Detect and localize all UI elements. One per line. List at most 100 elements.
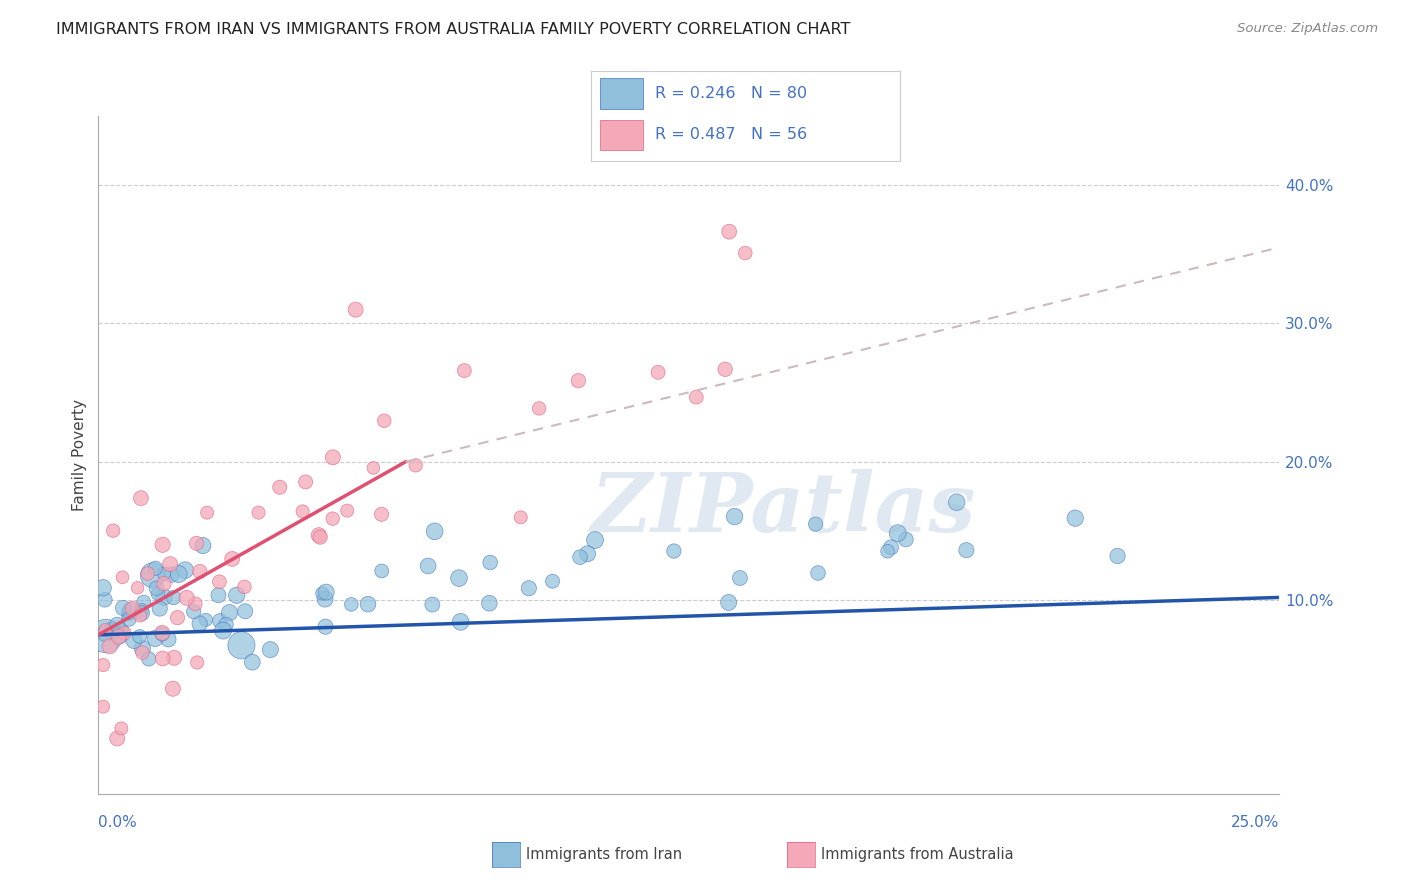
Point — [308, 528, 330, 542]
Point — [212, 624, 235, 638]
Point — [567, 374, 589, 388]
Point — [120, 604, 142, 618]
Point — [231, 638, 253, 652]
Point — [734, 246, 756, 260]
Point — [336, 503, 359, 517]
Point — [450, 615, 472, 629]
Point — [479, 556, 502, 570]
Point — [569, 550, 592, 565]
Point — [363, 461, 385, 475]
Point — [315, 620, 337, 634]
Point — [118, 612, 141, 626]
Point — [1107, 549, 1129, 563]
Point — [207, 588, 229, 602]
Point — [195, 506, 218, 520]
Point — [162, 681, 184, 696]
Point — [218, 606, 240, 620]
Point — [110, 624, 132, 638]
Point — [714, 362, 737, 376]
Point — [876, 544, 898, 558]
Point — [152, 538, 174, 552]
Point — [662, 544, 685, 558]
Point — [184, 597, 207, 611]
Point — [152, 651, 174, 665]
Point — [887, 526, 910, 541]
Point — [723, 509, 745, 524]
Point — [1064, 511, 1087, 525]
Point — [159, 558, 181, 572]
Point — [294, 475, 316, 489]
Point — [247, 506, 270, 520]
Point — [145, 581, 167, 595]
Point — [91, 581, 114, 595]
Text: Immigrants from Australia: Immigrants from Australia — [821, 847, 1014, 862]
Text: Source: ZipAtlas.com: Source: ZipAtlas.com — [1237, 22, 1378, 36]
Point — [114, 626, 136, 640]
Point — [718, 225, 741, 239]
Point — [149, 601, 172, 615]
Point — [138, 652, 160, 666]
Point — [357, 597, 380, 611]
Point — [127, 581, 149, 595]
Point — [167, 567, 190, 582]
Point — [188, 616, 211, 631]
Point — [129, 608, 152, 623]
Point — [131, 606, 153, 620]
Point — [153, 566, 176, 581]
Point — [344, 302, 367, 317]
Point — [101, 622, 124, 636]
Point — [576, 547, 599, 561]
Point — [194, 613, 217, 627]
Point — [111, 570, 134, 584]
Text: ZIPatlas: ZIPatlas — [591, 469, 976, 549]
Point — [315, 585, 337, 599]
Point — [145, 561, 167, 575]
Point — [183, 605, 205, 619]
Text: IMMIGRANTS FROM IRAN VS IMMIGRANTS FROM AUSTRALIA FAMILY POVERTY CORRELATION CHA: IMMIGRANTS FROM IRAN VS IMMIGRANTS FROM … — [56, 22, 851, 37]
Point — [105, 731, 128, 746]
Point — [311, 586, 333, 600]
Point — [150, 625, 173, 640]
Point — [208, 614, 231, 628]
Point — [91, 699, 114, 714]
Point — [94, 626, 117, 640]
Point — [150, 627, 173, 641]
Point — [163, 650, 186, 665]
Point — [423, 524, 446, 539]
Point — [370, 564, 392, 578]
Point — [717, 595, 740, 609]
Point — [153, 590, 176, 604]
Point — [136, 566, 159, 581]
Point — [517, 581, 540, 595]
Point — [309, 530, 332, 544]
Point — [291, 504, 314, 518]
Text: R = 0.487   N = 56: R = 0.487 N = 56 — [655, 128, 807, 142]
Point — [174, 563, 197, 577]
Point — [94, 623, 117, 637]
Point — [117, 607, 139, 621]
Point — [685, 390, 707, 404]
Point — [131, 603, 153, 617]
Point — [221, 552, 243, 566]
Text: 25.0%: 25.0% — [1232, 814, 1279, 830]
Point — [128, 630, 150, 644]
Point — [955, 543, 977, 558]
Point — [188, 565, 211, 579]
Point — [807, 566, 830, 580]
Point — [208, 574, 231, 589]
Point — [233, 604, 256, 618]
Point — [107, 630, 129, 644]
Point — [314, 592, 336, 607]
Y-axis label: Family Poverty: Family Poverty — [72, 399, 87, 511]
Point — [322, 450, 344, 465]
Point — [509, 510, 531, 524]
Point — [422, 598, 444, 612]
Bar — [600, 78, 643, 109]
Point — [894, 533, 917, 547]
Point — [728, 571, 751, 585]
Point — [527, 401, 550, 416]
Point — [101, 524, 124, 538]
Point — [647, 365, 669, 379]
Point — [233, 580, 256, 594]
Point — [340, 598, 363, 612]
